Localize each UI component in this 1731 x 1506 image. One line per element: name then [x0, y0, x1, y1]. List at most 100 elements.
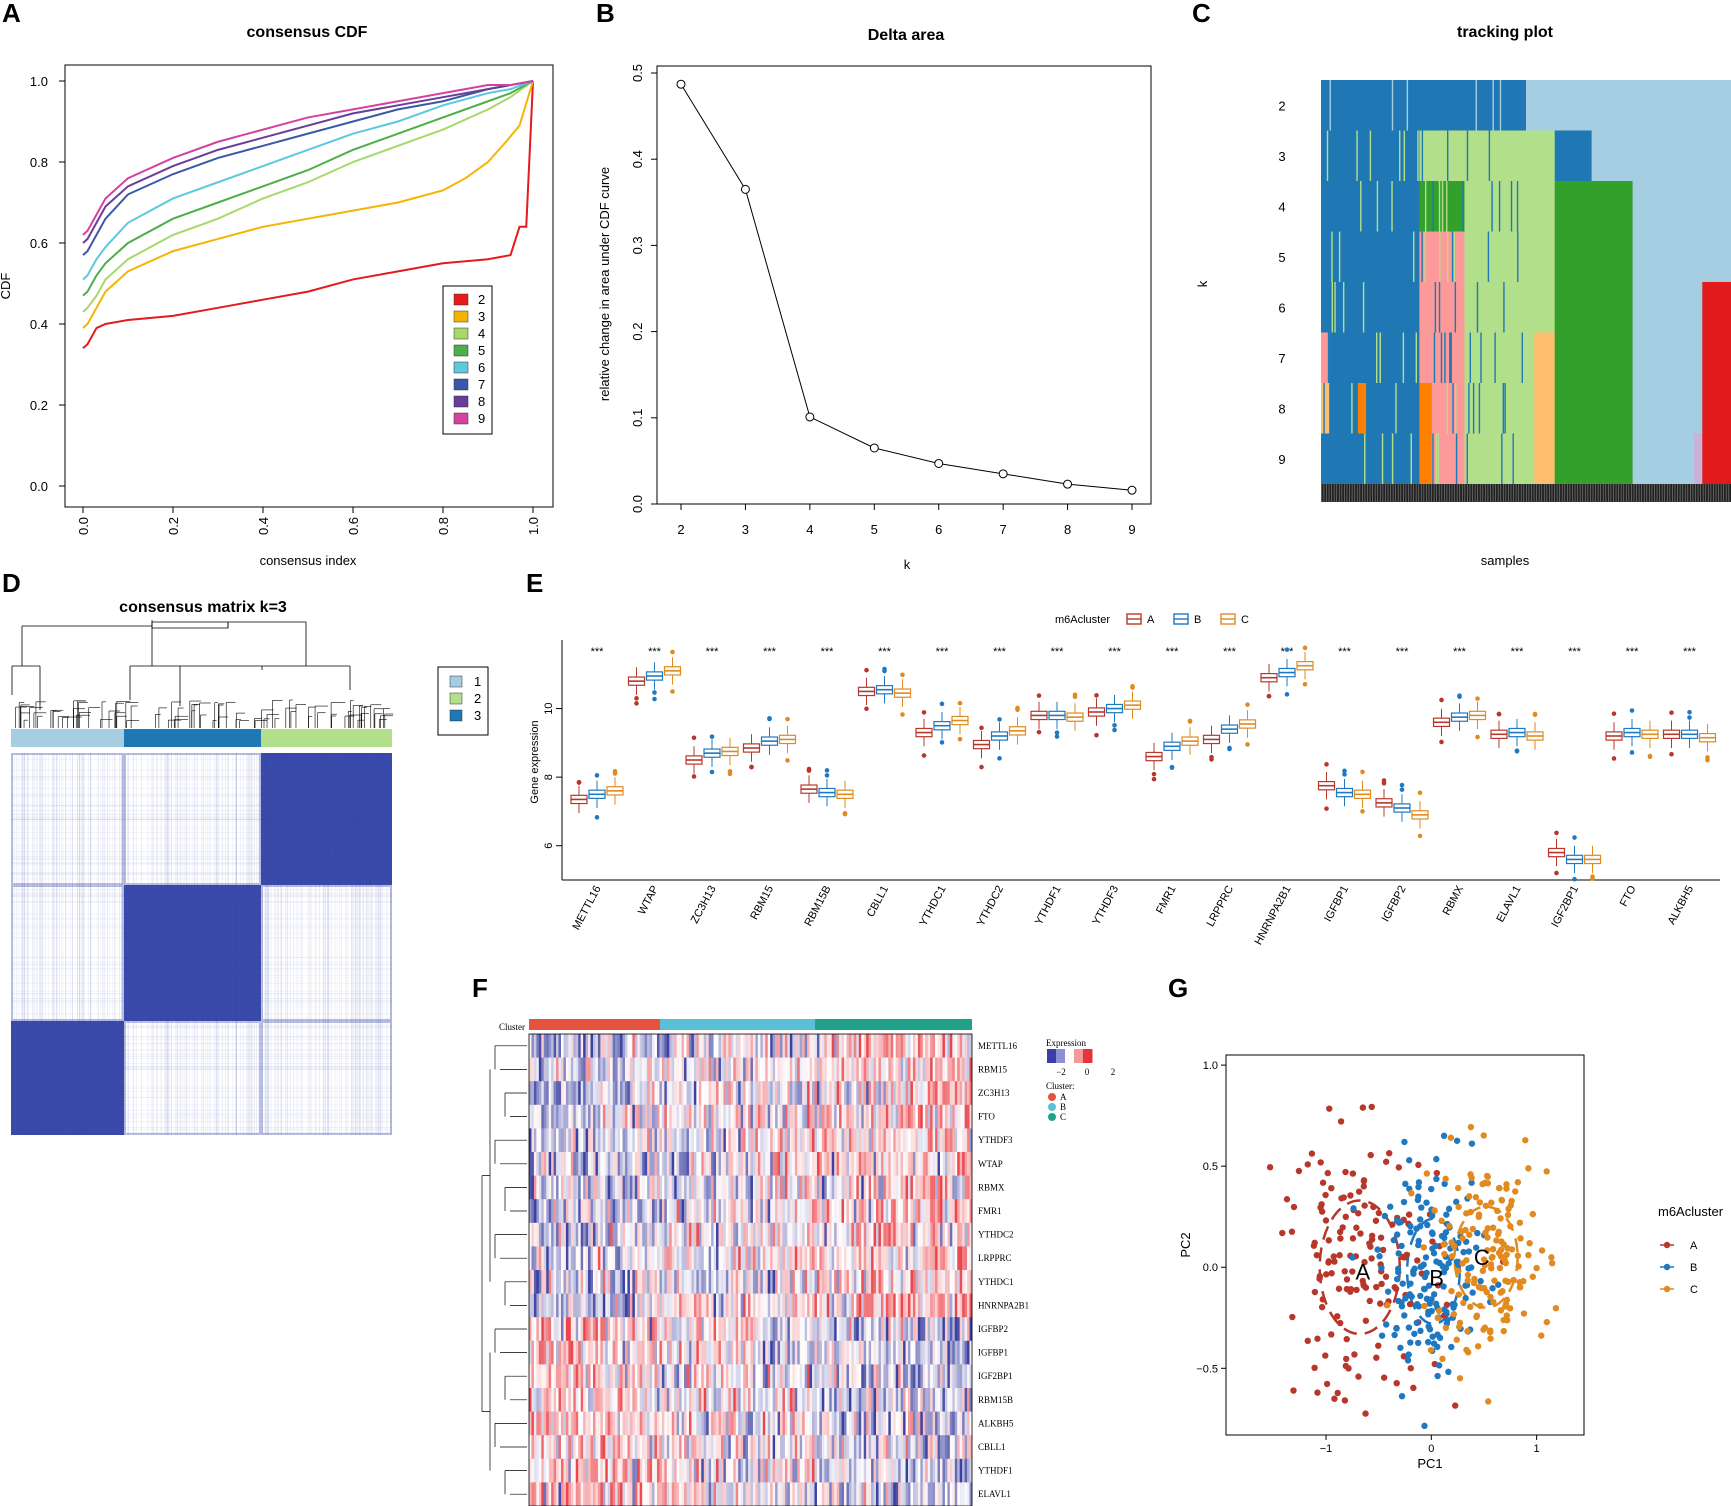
panel-f-cell	[780, 1057, 783, 1082]
panel-f-cell	[706, 1458, 709, 1483]
panel-c-stripe	[1438, 282, 1441, 333]
panel-f-cell	[634, 1388, 638, 1412]
panel-f-cell	[925, 1411, 928, 1436]
panel-f-cell	[551, 1435, 554, 1460]
panel-f-cell	[940, 1340, 943, 1365]
panel-f-cell	[543, 1152, 547, 1176]
panel-f-cell	[553, 1435, 557, 1460]
panel-f-cell	[844, 1128, 847, 1153]
panel-f-cell	[920, 1364, 924, 1389]
panel-f-cell	[910, 1293, 914, 1318]
panel-f-cell	[730, 1175, 734, 1200]
panel-f-cell	[908, 1152, 911, 1176]
panel-f-cell	[679, 1081, 682, 1106]
panel-e-outlier	[1417, 790, 1423, 796]
panel-f-cell	[797, 1317, 801, 1342]
panel-f-cell	[580, 1199, 584, 1224]
panel-f-cell	[871, 1293, 874, 1318]
panel-c-sample-tick	[1636, 484, 1637, 502]
panel-f-cell	[876, 1340, 879, 1365]
panel-f-cell	[654, 1175, 658, 1200]
panel-f-cell	[728, 1435, 732, 1460]
panel-f-cell	[617, 1411, 621, 1436]
panel-f-cell	[538, 1482, 542, 1506]
panel-f-cell	[802, 1246, 805, 1271]
panel-f-cell	[546, 1199, 549, 1224]
panel-f-cell	[629, 1388, 633, 1412]
panel-f-cell	[583, 1175, 586, 1200]
panel-b-ytick-label: 0.2	[630, 323, 645, 341]
panel-f-cell	[735, 1458, 739, 1483]
panel-f-cell	[932, 1293, 936, 1318]
panel-f-cell	[620, 1293, 623, 1318]
panel-f-cell	[558, 1482, 562, 1506]
panel-f-cell	[819, 1199, 823, 1224]
panel-f-cell	[693, 1317, 697, 1342]
panel-f-cell	[622, 1317, 626, 1342]
panel-f-cell	[664, 1270, 668, 1294]
panel-f-cell	[533, 1270, 537, 1294]
panel-f-cell	[794, 1293, 798, 1318]
panel-f-cell	[856, 1482, 860, 1506]
panel-f-cell	[733, 1057, 737, 1082]
panel-f-cell	[745, 1128, 749, 1153]
panel-f-cell	[804, 1388, 808, 1412]
panel-f-cell	[959, 1317, 963, 1342]
panel-b-point	[805, 412, 815, 422]
panel-f-cell	[917, 1388, 921, 1412]
panel-f-cell	[548, 1482, 552, 1506]
panel-f-cell	[570, 1152, 574, 1176]
panel-f-cell	[708, 1128, 712, 1153]
panel-f-cell	[588, 1246, 591, 1271]
panel-f-cell	[701, 1340, 705, 1365]
panel-f-cell	[893, 1034, 897, 1058]
panel-d-consensus-matrix: consensus matrix k=3 123	[11, 599, 489, 1135]
panel-f-cell	[560, 1458, 564, 1483]
panel-c-stripe	[1501, 433, 1503, 484]
panel-f-cell	[799, 1482, 803, 1506]
panel-f-cell	[834, 1435, 837, 1460]
panel-f-cell	[952, 1293, 956, 1318]
panel-f-cell	[679, 1128, 682, 1153]
panel-f-cell	[954, 1175, 958, 1200]
panel-c-title: tracking plot	[1457, 24, 1554, 41]
panel-f-cell	[671, 1057, 675, 1082]
panel-f-cell	[932, 1152, 936, 1176]
panel-f-cell	[703, 1175, 707, 1200]
panel-f-cell	[669, 1128, 673, 1153]
panel-f-cell	[856, 1175, 860, 1200]
panel-f-cell	[701, 1128, 705, 1153]
panel-f-cell	[942, 1270, 946, 1294]
panel-c-sample-tick	[1643, 484, 1645, 502]
panel-e-outlier	[1532, 711, 1538, 717]
panel-f-cell	[807, 1034, 810, 1058]
panel-f-cell	[925, 1199, 928, 1224]
panel-f-cell	[910, 1246, 914, 1271]
panel-f-cell	[627, 1270, 631, 1294]
panel-f-cell	[708, 1482, 712, 1506]
panel-f-cell	[873, 1340, 877, 1365]
panel-f-cell	[794, 1081, 798, 1106]
panel-f-cell	[755, 1246, 759, 1271]
panel-f-cell	[851, 1128, 855, 1153]
panel-f-cell	[880, 1175, 884, 1200]
panel-f-cell	[644, 1458, 648, 1483]
panel-f-cell	[760, 1081, 764, 1106]
panel-f-cell	[546, 1388, 549, 1412]
panel-f-cell	[853, 1458, 857, 1483]
panel-f-cell	[728, 1293, 732, 1318]
panel-a-ylabel: CDF	[0, 273, 13, 300]
panel-f-cell	[949, 1175, 953, 1200]
panel-f-cell	[944, 1411, 948, 1436]
panel-f-cell	[954, 1411, 958, 1436]
panel-f-cell	[541, 1057, 545, 1082]
panel-f-cell	[836, 1081, 840, 1106]
panel-f-cell	[565, 1411, 569, 1436]
panel-f-cell	[661, 1388, 665, 1412]
panel-f-cell	[787, 1034, 791, 1058]
panel-f-cell	[789, 1270, 793, 1294]
panel-f-cell	[954, 1317, 958, 1342]
panel-f-cell	[600, 1317, 604, 1342]
panel-f-cell	[858, 1057, 862, 1082]
panel-e-outlier	[1687, 715, 1692, 720]
